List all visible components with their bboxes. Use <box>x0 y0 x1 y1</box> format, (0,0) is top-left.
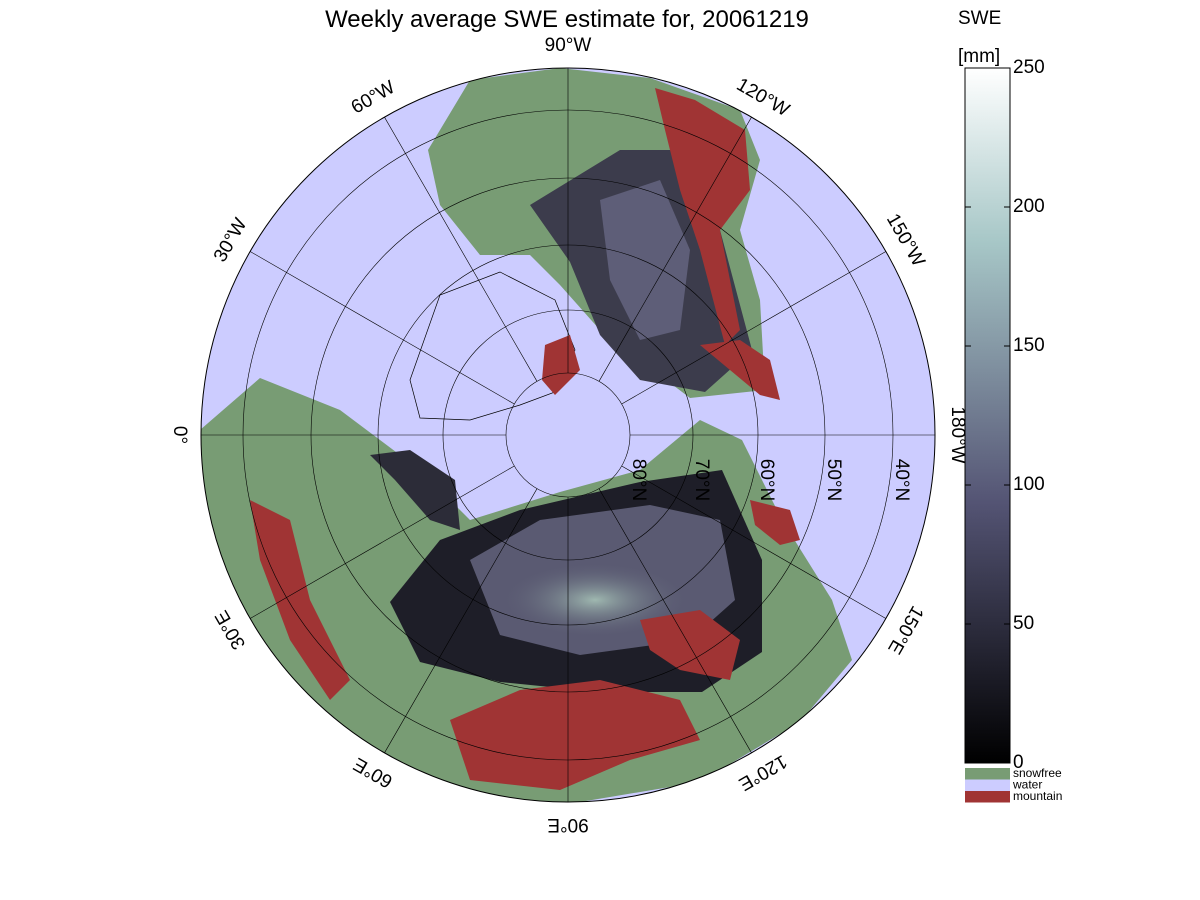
title: Weekly average SWE estimate for, 2006121… <box>325 6 809 33</box>
mountain-baffin <box>542 335 580 395</box>
legend-swatch <box>965 791 1010 803</box>
map-frame <box>200 67 936 803</box>
legend-label: mountain <box>1013 789 1062 803</box>
meridian <box>384 488 538 753</box>
colorbar-tick-label: 250 <box>1013 57 1045 78</box>
mountain-alaska <box>700 340 780 400</box>
colorbar-unit: [mm] <box>958 46 1000 67</box>
legend-label: snowfree <box>1013 766 1062 780</box>
parallel-label: 40°N <box>891 459 912 501</box>
colorbar <box>964 67 1011 764</box>
mountain-europe <box>250 500 350 700</box>
mountain-east-asia <box>640 610 740 680</box>
colorbar-tick-label: 200 <box>1013 196 1045 217</box>
mountain-kamchatka <box>750 500 800 545</box>
meridian-label: 180°W <box>947 406 968 463</box>
meridian-label: 30°W <box>210 215 252 266</box>
meridian-label: 90°E <box>547 814 588 835</box>
meridian-label: 60°E <box>350 753 396 792</box>
snow-eurasia-deep <box>500 562 690 638</box>
mountain-central-asia <box>450 680 700 790</box>
legend-swatch <box>965 779 1010 791</box>
meridian <box>621 251 886 405</box>
legend-label: water <box>1012 778 1042 792</box>
meridian <box>250 465 515 619</box>
meridian <box>598 488 752 753</box>
colorbar-tick-label: 0 <box>1013 752 1024 773</box>
map-body <box>201 68 935 802</box>
snow-north-america-light <box>600 180 690 340</box>
parallel-label: 50°N <box>823 459 844 501</box>
colorbar-tick-label: 150 <box>1013 335 1045 356</box>
parallel-label: 80°N <box>628 459 649 501</box>
meridian-label: 0° <box>169 426 190 444</box>
meridian-label: 30°E <box>211 607 250 653</box>
meridian <box>598 117 752 382</box>
meridian-label: 90°W <box>545 35 592 56</box>
colorbar-title: SWE <box>958 8 1001 29</box>
meridian <box>250 251 515 405</box>
meridian-label: 60°W <box>348 77 399 119</box>
parallel-label: 70°N <box>691 459 712 501</box>
colorbar-tick-label: 50 <box>1013 613 1034 634</box>
meridian <box>384 117 538 382</box>
parallel-label: 60°N <box>756 459 777 501</box>
legend-swatch <box>965 768 1010 780</box>
meridian <box>621 465 886 619</box>
mountain-rockies <box>655 88 750 345</box>
colorbar-tick-label: 100 <box>1013 474 1045 495</box>
graticule <box>201 68 935 802</box>
